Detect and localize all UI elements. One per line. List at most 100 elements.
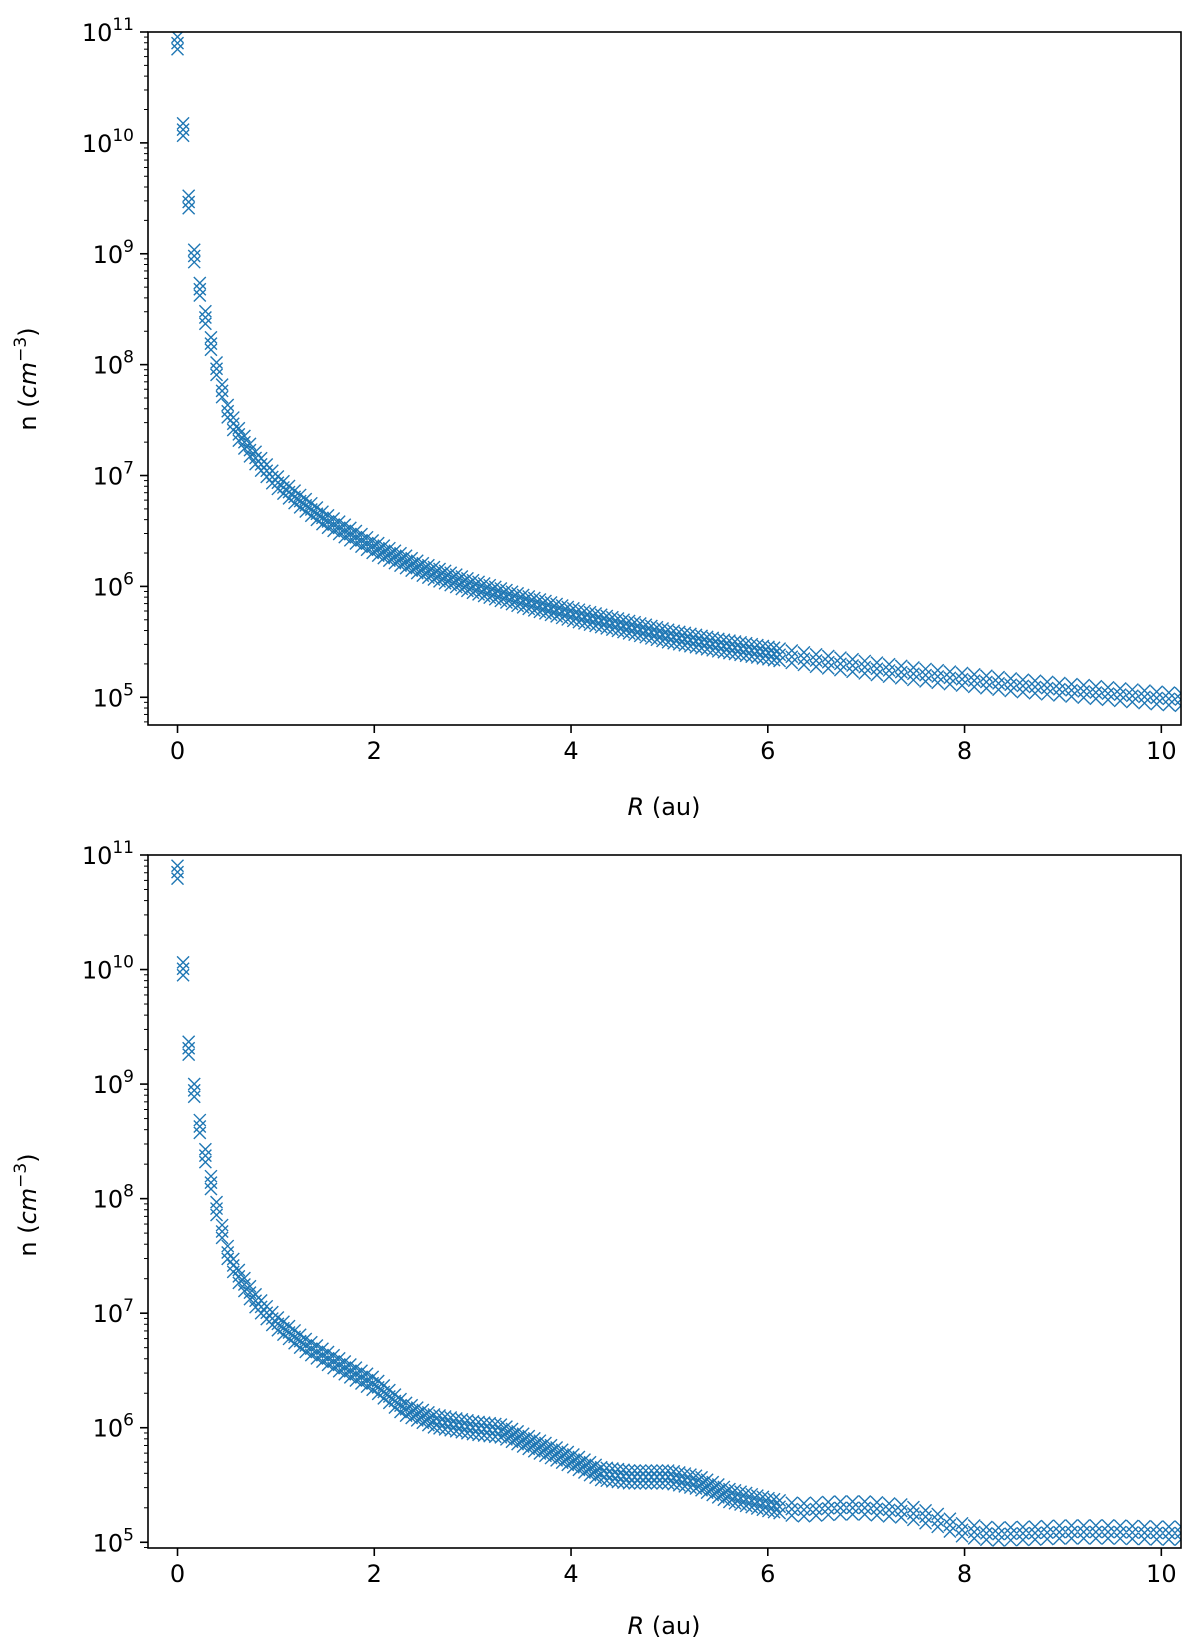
top-chart-point-71 [299, 492, 313, 506]
top-chart-point-375 [979, 681, 993, 695]
top-chart-point-370 [955, 672, 969, 686]
top-chart-point-406 [1101, 687, 1115, 701]
top-chart-point-359 [906, 661, 920, 675]
top-chart-point-7 [182, 195, 196, 209]
top-chart-point-380 [992, 670, 1006, 684]
top-chart-point-365 [931, 663, 945, 677]
top-chart-point-413 [1125, 683, 1139, 697]
top-chart-point-24 [215, 390, 229, 404]
bottom-chart-point-363 [931, 1520, 945, 1534]
top-chart-point-343 [846, 659, 860, 672]
bottom-chart-point-353 [882, 1496, 896, 1510]
bottom-chart-point-414 [1138, 1532, 1152, 1546]
top-chart-point-230 [594, 608, 608, 622]
top-chart-point-296 [717, 633, 731, 647]
bottom-chart-point-1 [171, 865, 185, 879]
top-chart-point-353 [882, 657, 896, 671]
top-chart-point-348 [870, 668, 884, 682]
top-chart-point-18 [204, 343, 218, 357]
bottom-chart-point-15 [198, 1155, 212, 1169]
bottom-chart-point-418 [1150, 1526, 1164, 1540]
top-chart-point-393 [1052, 688, 1066, 702]
bottom-chart-point-146 [438, 1410, 452, 1423]
bottom-chart-point-416 [1138, 1519, 1152, 1533]
top-chart-point-330 [797, 658, 811, 672]
bottom-chart-point-330 [797, 1509, 811, 1523]
top-chart-point-2 [171, 32, 185, 44]
top-chart-point-242 [617, 613, 631, 627]
bottom-chart-point-425 [1174, 1520, 1181, 1534]
top-chart-point-408 [1113, 694, 1127, 708]
top-chart-point-427 [1187, 693, 1199, 705]
bottom-chart-point-107 [366, 1370, 380, 1384]
bottom-chart-point-26 [215, 1218, 229, 1232]
bottom-chart-point-21 [210, 1208, 224, 1222]
top-chart-point-320 [761, 640, 775, 654]
bottom-chart-point-393 [1052, 1532, 1066, 1546]
bottom-chart-point-149 [444, 1410, 458, 1424]
top-chart-point-411 [1125, 695, 1139, 709]
bottom-chart-point-367 [943, 1518, 957, 1532]
top-chart-point-3 [176, 129, 190, 143]
bottom-chart-point-9 [187, 1090, 201, 1104]
top-chart-point-383 [1004, 672, 1018, 686]
top-chart-y-tick-label-7: 107 [93, 459, 134, 491]
top-chart-point-378 [992, 683, 1006, 697]
bottom-chart-point-340 [833, 1501, 847, 1515]
top-chart-point-327 [785, 656, 799, 670]
bottom-chart-point-391 [1040, 1526, 1054, 1540]
top-chart-point-305 [734, 635, 748, 649]
bottom-chart-point-397 [1065, 1525, 1079, 1539]
top-chart-point-350 [870, 656, 884, 670]
top-chart-point-308 [739, 636, 753, 650]
top-chart-point-32 [226, 411, 240, 425]
bottom-chart-point-12 [193, 1126, 207, 1140]
bottom-chart-point-371 [955, 1516, 969, 1530]
bottom-chart-point-122 [394, 1392, 408, 1406]
top-chart-point-423 [1174, 699, 1181, 713]
bottom-chart-point-236 [605, 1462, 619, 1476]
top-chart-point-385 [1016, 679, 1030, 693]
bottom-chart-point-29 [221, 1239, 235, 1253]
bottom-chart-point-328 [785, 1502, 799, 1516]
bottom-chart-point-362 [919, 1503, 933, 1517]
bottom-chart-point-65 [288, 1323, 302, 1337]
top-chart-point-368 [943, 665, 957, 679]
top-chart-point-426 [1187, 700, 1199, 712]
bottom-chart-point-378 [992, 1534, 1006, 1548]
top-chart-point-8 [182, 189, 196, 203]
bottom-chart-point-23 [210, 1195, 224, 1209]
top-chart-point-317 [756, 639, 770, 653]
top-chart-point-428 [1187, 687, 1199, 699]
bottom-chart-point-6 [182, 1048, 196, 1062]
bottom-chart-point-62 [282, 1319, 296, 1333]
top-chart-point-272 [672, 625, 686, 639]
bottom-chart-point-14 [193, 1113, 207, 1127]
bottom-chart-point-323 [767, 1492, 781, 1506]
bottom-chart-point-407 [1101, 1519, 1115, 1533]
bottom-chart-point-345 [858, 1507, 872, 1521]
bottom-chart-point-329 [785, 1496, 799, 1510]
top-chart-point-364 [931, 670, 945, 684]
top-chart-y-tick-label-5: 105 [93, 680, 134, 712]
bottom-chart-point-373 [967, 1525, 981, 1539]
bottom-chart-point-27 [221, 1252, 235, 1266]
top-chart-point-355 [894, 665, 908, 679]
top-chart-point-417 [1150, 697, 1164, 711]
top-chart-point-275 [678, 626, 692, 640]
bottom-chart-point-38 [237, 1271, 251, 1285]
bottom-chart-point-334 [809, 1502, 823, 1516]
bottom-chart-point-336 [821, 1508, 835, 1522]
bottom-chart-point-332 [797, 1496, 811, 1510]
bottom-chart-point-408 [1113, 1532, 1127, 1546]
bottom-chart-point-402 [1089, 1531, 1103, 1545]
bottom-chart-point-415 [1138, 1526, 1152, 1540]
bottom-chart-point-421 [1162, 1526, 1176, 1540]
bottom-chart-point-3 [176, 968, 190, 982]
top-chart-point-74 [304, 496, 318, 510]
top-chart-point-281 [689, 628, 703, 642]
top-chart-point-345 [858, 666, 872, 680]
bottom-chart-point-404 [1089, 1519, 1103, 1533]
bottom-chart-point-376 [979, 1526, 993, 1540]
top-chart-point-314 [750, 638, 764, 652]
